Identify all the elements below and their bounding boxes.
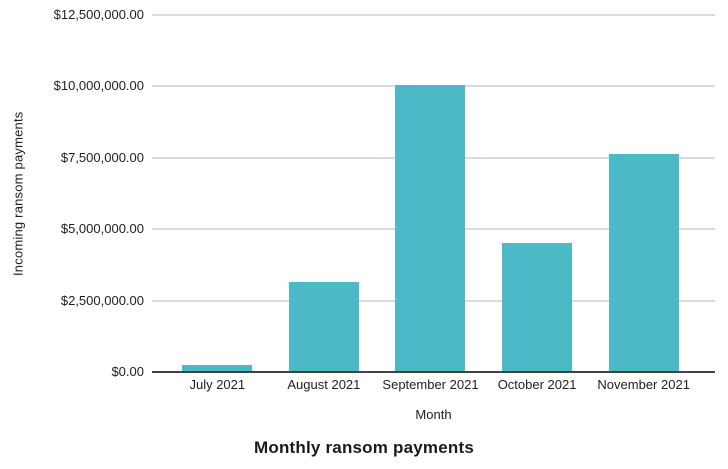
x-axis-line (152, 371, 715, 373)
gridline (152, 14, 715, 16)
bar-november-2021 (608, 153, 679, 372)
bar-slot (271, 15, 378, 372)
y-axis-tick-labels: $12,500,000.00 $10,000,000.00 $7,500,000… (0, 7, 144, 379)
y-tick-label: $2,500,000.00 (60, 292, 144, 308)
bar-august-2021 (288, 282, 359, 372)
bar-slot (164, 15, 271, 372)
y-tick-label: $0.00 (111, 364, 144, 379)
y-tick-label: $5,000,000.00 (60, 221, 144, 237)
x-tick-label: August 2021 (287, 377, 361, 392)
x-axis-title: Month (415, 407, 452, 422)
bar-slot (590, 15, 697, 372)
x-tick-label: November 2021 (597, 377, 690, 392)
bar-slot (377, 15, 484, 372)
y-tick-label: $7,500,000.00 (60, 149, 144, 165)
y-tick-label: $12,500,000.00 (53, 7, 144, 22)
bar-september-2021 (395, 84, 466, 372)
x-tick-label: July 2021 (189, 377, 246, 392)
bar-july-2021 (182, 364, 253, 372)
x-tick-label: September 2021 (382, 377, 479, 392)
x-axis-tick-labels: July 2021 August 2021 September 2021 Oct… (152, 377, 715, 392)
bar-slot (484, 15, 591, 372)
x-tick-label: October 2021 (497, 377, 577, 392)
chart-title: Monthly ransom payments (254, 438, 474, 457)
bars (152, 15, 715, 372)
bar-october-2021 (502, 243, 573, 372)
plot-area (152, 14, 715, 373)
y-tick-label: $10,000,000.00 (53, 78, 144, 94)
